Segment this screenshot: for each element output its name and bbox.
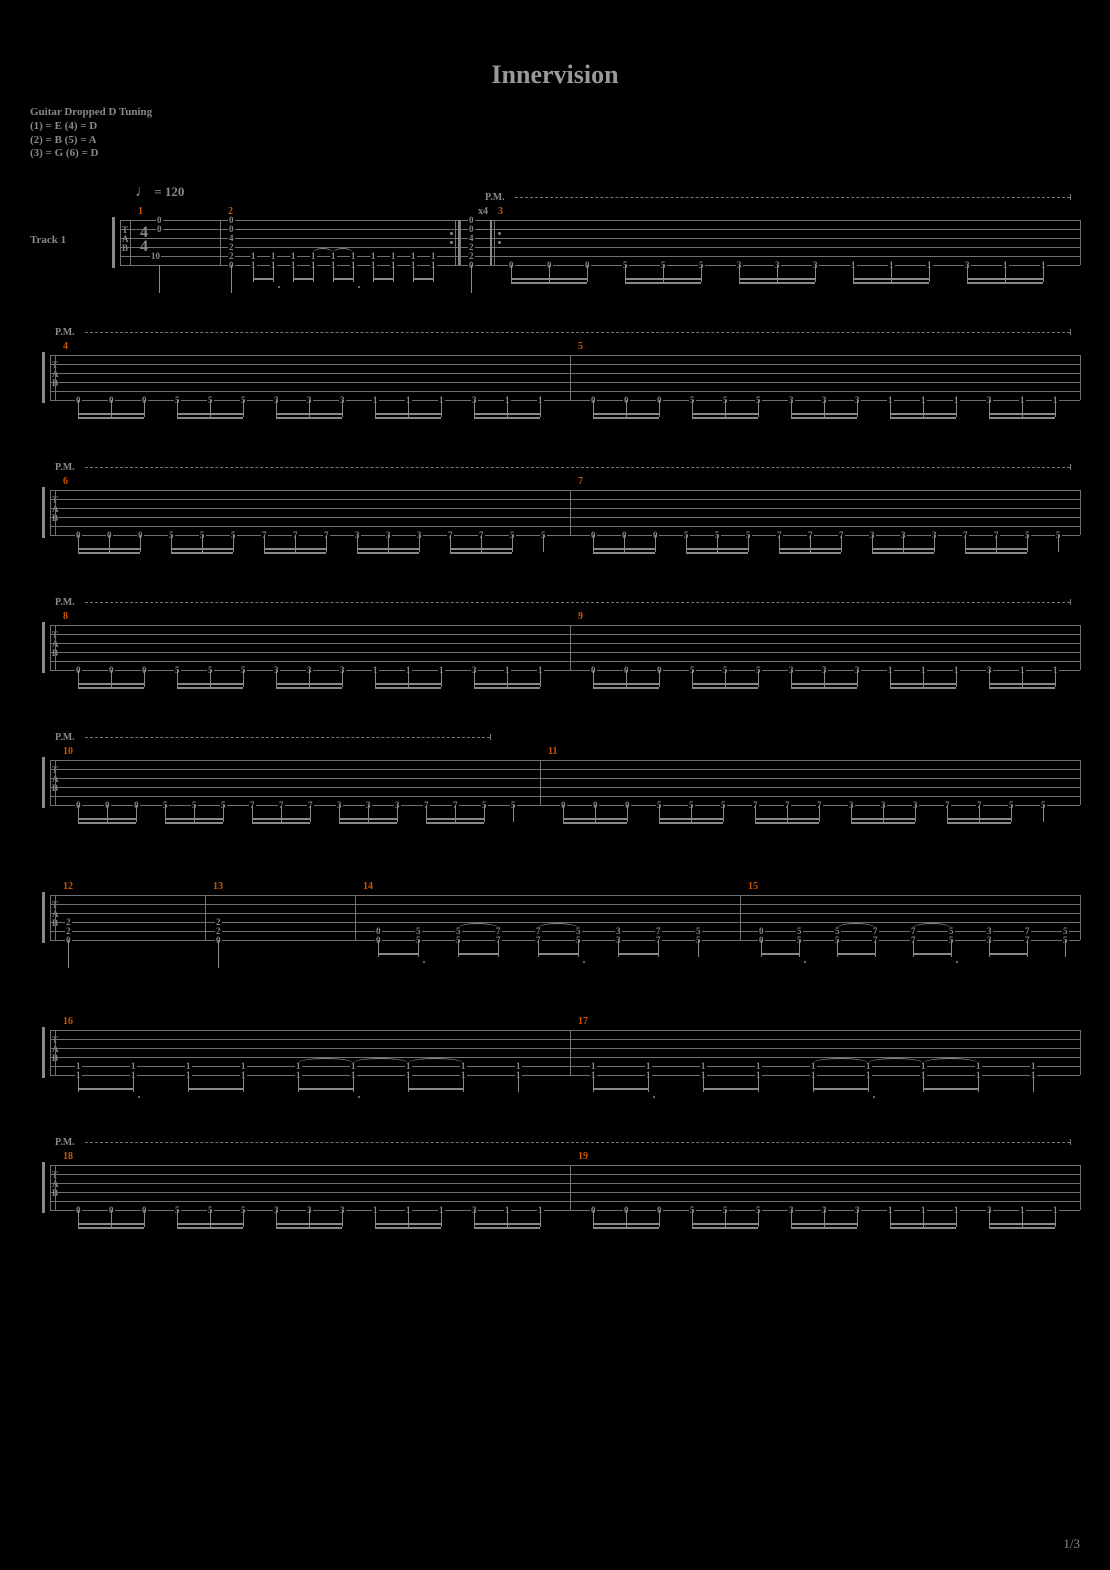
- tab-clef: TAB: [122, 226, 129, 253]
- time-signature: 44: [140, 226, 148, 253]
- tab-string-line: [50, 796, 1080, 797]
- tab-string-line: [50, 1174, 1080, 1175]
- bar-number: 3: [498, 206, 503, 217]
- tab-string-line: [120, 247, 1080, 248]
- tab-string-line: [50, 1057, 1080, 1058]
- tuning-header: Guitar Dropped D Tuning: [30, 106, 152, 120]
- tab-system: TABP.M.100005557773337755110005557773337…: [30, 760, 1080, 870]
- tab-string-line: [120, 256, 1080, 257]
- tempo-value: = 120: [154, 184, 184, 199]
- bar-number: 6: [63, 476, 68, 487]
- tab-string-line: [50, 373, 1080, 374]
- tab-string-line: [50, 364, 1080, 365]
- repeat-count: x4: [478, 206, 488, 217]
- tab-string-line: [50, 355, 1080, 356]
- palm-mute-extent: [85, 332, 1070, 333]
- tab-string-line: [50, 787, 1080, 788]
- tab-string-line: [50, 1183, 1080, 1184]
- tab-string-line: [50, 760, 1080, 761]
- system-bracket: [42, 352, 45, 403]
- palm-mute-extent: [85, 467, 1070, 468]
- bar-number: 13: [213, 881, 223, 892]
- fret-number: 10: [150, 251, 161, 261]
- tab-system: TABP.M.80005553331113119000555333111311: [30, 625, 1080, 735]
- palm-mute-extent: [85, 737, 490, 738]
- system-bracket: [42, 1162, 45, 1213]
- tuning-block: Guitar Dropped D Tuning (1) = E (4) = D …: [30, 106, 152, 161]
- tab-system: TAB1222013220140055557777553377551500555…: [30, 895, 1080, 1005]
- bar-number: 11: [548, 746, 557, 757]
- bar-number: 16: [63, 1016, 73, 1027]
- tab-string-line: [50, 1039, 1080, 1040]
- tab-string-line: [50, 1165, 1080, 1166]
- tab-string-line: [120, 220, 1080, 221]
- system-bracket: [42, 1027, 45, 1078]
- tab-string-line: [50, 652, 1080, 653]
- bar-number: 10: [63, 746, 73, 757]
- bar-number: 19: [578, 1151, 588, 1162]
- bar-number: 12: [63, 881, 73, 892]
- tab-system: TABP.M.40005553331113115000555333111311: [30, 355, 1080, 465]
- palm-mute-label: P.M.: [55, 1137, 75, 1148]
- bar-number: 18: [63, 1151, 73, 1162]
- tab-system: TABP.M.600055577733377557000555777333775…: [30, 490, 1080, 600]
- bar-number: 9: [578, 611, 583, 622]
- palm-mute-label: P.M.: [55, 327, 75, 338]
- tuning-line-3: (3) = G (6) = D: [30, 147, 152, 161]
- tab-string-line: [50, 1201, 1080, 1202]
- palm-mute-label: P.M.: [55, 732, 75, 743]
- palm-mute-label: P.M.: [55, 462, 75, 473]
- system-bracket: [42, 622, 45, 673]
- tab-string-line: [50, 625, 1080, 626]
- tab-string-line: [50, 391, 1080, 392]
- tab-string-line: [50, 661, 1080, 662]
- palm-mute-label: P.M.: [485, 192, 505, 203]
- tuning-line-2: (2) = B (5) = A: [30, 134, 152, 148]
- system-bracket: [112, 217, 115, 268]
- palm-mute-extent: [85, 1142, 1070, 1143]
- bar-number: 17: [578, 1016, 588, 1027]
- tab-string-line: [120, 229, 1080, 230]
- tab-string-line: [50, 517, 1080, 518]
- tab-string-line: [50, 382, 1080, 383]
- tab-string-line: [50, 643, 1080, 644]
- tab-system: TAB1611111111111111111117111111111111111…: [30, 1030, 1080, 1140]
- tab-string-line: [50, 1030, 1080, 1031]
- bar-number: 5: [578, 341, 583, 352]
- tab-string-line: [50, 1192, 1080, 1193]
- bar-number: 4: [63, 341, 68, 352]
- tab-system: TABTrack 1P.M.14400102004220111111111111…: [30, 220, 1080, 330]
- palm-mute-label: P.M.: [55, 597, 75, 608]
- tab-string-line: [50, 499, 1080, 500]
- system-bracket: [42, 487, 45, 538]
- page-title: Innervision: [0, 0, 1110, 90]
- bar-number: 7: [578, 476, 583, 487]
- bar-number: 15: [748, 881, 758, 892]
- note-icon: ♩: [135, 183, 151, 200]
- system-bracket: [42, 892, 45, 943]
- tab-string-line: [50, 778, 1080, 779]
- bar-number: 1: [138, 206, 143, 217]
- tab-string-line: [50, 1048, 1080, 1049]
- tuning-line-1: (1) = E (4) = D: [30, 120, 152, 134]
- palm-mute-extent: [515, 197, 1070, 198]
- tab-string-line: [50, 769, 1080, 770]
- palm-mute-extent: [85, 602, 1070, 603]
- tab-string-line: [50, 490, 1080, 491]
- tab-string-line: [50, 526, 1080, 527]
- track-label: Track 1: [30, 234, 66, 246]
- tab-string-line: [120, 238, 1080, 239]
- bar-number: 14: [363, 881, 373, 892]
- tab-string-line: [50, 508, 1080, 509]
- bar-number: 8: [63, 611, 68, 622]
- tab-string-line: [50, 940, 1080, 941]
- page-number: 1/3: [1063, 1536, 1080, 1552]
- tab-string-line: [120, 265, 1080, 266]
- tab-system: TABP.M.180005553331113111900055533311131…: [30, 1165, 1080, 1275]
- tempo-marking: ♩ = 120: [135, 183, 184, 201]
- tab-string-line: [50, 634, 1080, 635]
- system-bracket: [42, 757, 45, 808]
